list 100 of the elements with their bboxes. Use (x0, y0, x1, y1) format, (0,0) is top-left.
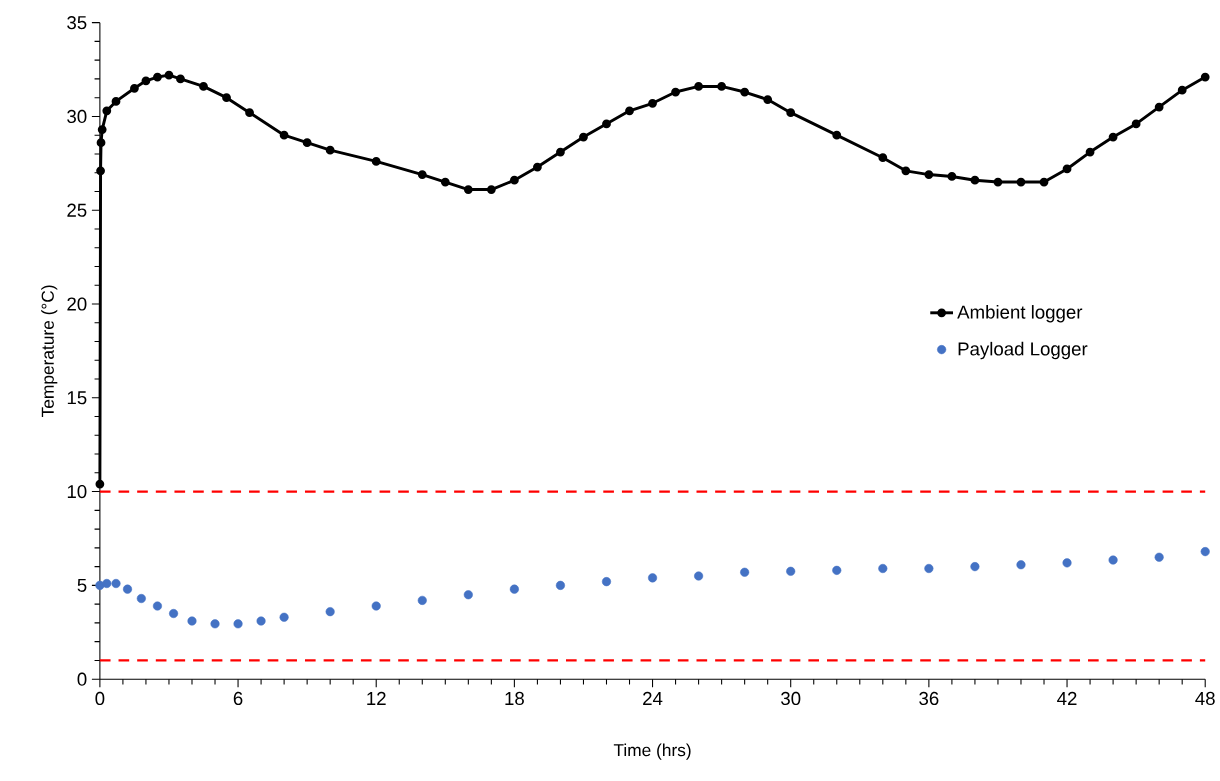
legend-label: Ambient logger (957, 305, 1083, 323)
y-tick-label: 15 (67, 391, 87, 405)
point (970, 562, 980, 572)
point (1016, 560, 1026, 570)
point (1177, 85, 1187, 95)
point (694, 571, 704, 581)
point (141, 76, 151, 86)
point (602, 119, 611, 129)
point (279, 130, 289, 140)
point (509, 175, 519, 185)
point (717, 82, 727, 91)
point (136, 593, 146, 604)
point (993, 177, 1003, 187)
x-tick-label: 42 (1057, 691, 1077, 705)
point (210, 619, 220, 629)
point (371, 157, 381, 166)
point (187, 616, 197, 626)
point (153, 72, 162, 82)
x-axis-title: Time (hrs) (613, 743, 691, 760)
point (440, 177, 450, 187)
point (555, 580, 565, 590)
point (130, 83, 139, 93)
x-tick-label: 48 (1195, 691, 1215, 706)
point (486, 185, 496, 194)
y-tick-label: 30 (67, 109, 87, 124)
point (970, 175, 980, 185)
point (111, 578, 121, 589)
x-tick-label: 24 (643, 691, 663, 705)
x-tick-label: 0 (95, 691, 105, 706)
point (947, 172, 957, 181)
y-tick-label: 0 (77, 672, 87, 686)
point (164, 70, 174, 80)
point (878, 153, 888, 163)
y-tick-label: 20 (67, 297, 87, 311)
point (279, 612, 289, 622)
point (122, 584, 133, 594)
point (1200, 72, 1210, 82)
point (601, 577, 612, 587)
point (878, 563, 888, 574)
point (176, 74, 185, 84)
point (102, 106, 112, 116)
point (97, 125, 107, 134)
point (169, 608, 179, 619)
point (1108, 132, 1118, 142)
point (901, 166, 911, 176)
legend-label: Payload Logger (958, 341, 1088, 360)
point (763, 95, 773, 104)
point (556, 147, 565, 157)
point (1062, 558, 1072, 568)
point (302, 138, 312, 148)
point (371, 601, 381, 611)
point (96, 166, 105, 176)
point (95, 479, 105, 489)
point (786, 108, 796, 118)
point (233, 619, 243, 629)
point (832, 130, 842, 140)
point (96, 138, 106, 148)
point (111, 97, 121, 106)
point (417, 595, 427, 605)
point (199, 82, 208, 91)
point (325, 145, 335, 155)
point (1016, 177, 1026, 187)
x-tick-label: 6 (233, 691, 243, 706)
point (509, 584, 519, 594)
x-tick-label: 30 (781, 691, 801, 706)
point (1108, 555, 1118, 565)
x-tick-label: 36 (919, 691, 939, 706)
x-tick-label: 12 (367, 691, 386, 705)
point (1039, 177, 1049, 187)
point (256, 616, 266, 626)
point (625, 106, 634, 116)
point (648, 98, 657, 108)
x-tick-label: 18 (505, 691, 524, 706)
y-tick-label: 10 (67, 484, 87, 499)
point (924, 170, 934, 179)
y-tick-label: 25 (67, 203, 87, 217)
y-tick-label: 35 (67, 16, 87, 30)
point (245, 108, 254, 118)
point (648, 573, 658, 583)
point (694, 82, 703, 91)
y-tick-label: 5 (77, 578, 87, 592)
point (102, 578, 112, 589)
point (152, 601, 162, 611)
point (671, 87, 680, 97)
point (463, 590, 473, 600)
point (417, 170, 427, 179)
point (1131, 119, 1141, 129)
point (1085, 147, 1095, 157)
point (1154, 102, 1164, 112)
y-axis-title: Temperature (°C) (41, 285, 58, 417)
point (832, 565, 842, 575)
point (740, 567, 750, 577)
point (463, 185, 473, 194)
point (1200, 547, 1210, 557)
point (325, 607, 335, 617)
point (579, 132, 588, 142)
point (740, 87, 750, 97)
point (1062, 164, 1072, 174)
point (786, 566, 796, 576)
point (1154, 552, 1164, 562)
